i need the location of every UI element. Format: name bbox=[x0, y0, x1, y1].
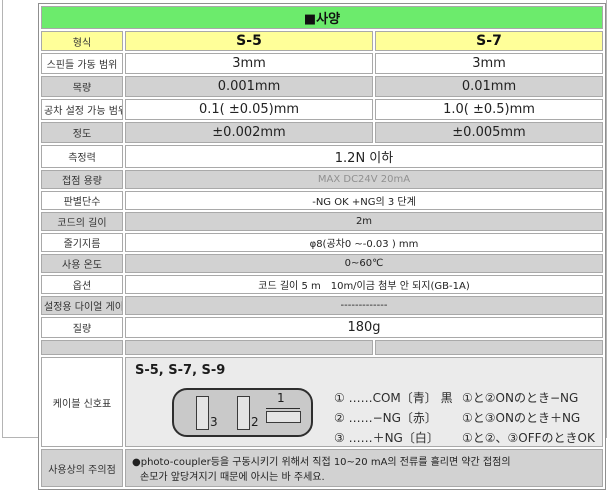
row-value-s5: ±0.002mm bbox=[125, 122, 373, 143]
row-label: 접점 용량 bbox=[41, 170, 123, 189]
pin-note: ③ ……＋NG〔白〕 bbox=[334, 431, 439, 445]
usage-caution-row: 사용상의 주의점 ●photo-coupler등을 구동시키기 위해서 직접 1… bbox=[41, 449, 603, 487]
model-s5: S-5 bbox=[125, 31, 373, 51]
spec-row-tolerance-range: 공차 설정 가능 범위 0.1( ±0.05)mm 1.0( ±0.5)mm bbox=[41, 99, 603, 120]
pin-note: ① ……COM〔青〕 黒 bbox=[334, 391, 453, 405]
caution-text-cell: ●photo-coupler등을 구동시키기 위해서 직접 10~20 mA의 … bbox=[125, 449, 603, 487]
row-label: 줄기지름 bbox=[41, 233, 123, 252]
row-value-s7: ±0.005mm bbox=[375, 122, 603, 143]
row-value: 1.2N 이하 bbox=[125, 145, 603, 168]
spec-row-graduation: 목량 0.001mm 0.01mm bbox=[41, 76, 603, 97]
spec-row-measuring-force: 측정력 1.2N 이하 bbox=[41, 145, 603, 168]
row-label: 공차 설정 가능 범위 bbox=[41, 99, 123, 120]
pin-assignment-notes: ① ……COM〔青〕 黒 ② ……−NG〔赤〕 ③ ……＋NG〔白〕 bbox=[334, 388, 453, 446]
pin-slot-2 bbox=[237, 396, 250, 430]
spec-row-options: 옵션 코드 길이 5 m 10m/이금 첨부 안 되지(GB-1A) bbox=[41, 275, 603, 294]
row-value: 코드 길이 5 m 10m/이금 첨부 안 되지(GB-1A) bbox=[125, 275, 603, 294]
pin-label-2: 2 bbox=[251, 415, 259, 429]
row-label: 질량 bbox=[41, 317, 123, 338]
caution-line-2: 손모가 앞당겨지기 때문에 아시는 바 주세요. bbox=[140, 472, 325, 483]
spacer-row bbox=[41, 340, 603, 355]
spec-row-mass: 질량 180g bbox=[41, 317, 603, 338]
spec-row-cord-length: 코드의 길이 2m bbox=[41, 212, 603, 231]
row-label: 사용 온도 bbox=[41, 254, 123, 273]
row-label: 옵션 bbox=[41, 275, 123, 294]
spec-row-stem-diameter: 줄기지름 φ8(공차0 ~-0.03 ) mm bbox=[41, 233, 603, 252]
pin-label-3: 3 bbox=[210, 415, 218, 429]
row-value-s5: 3mm bbox=[125, 53, 373, 74]
row-value-s5: 0.001mm bbox=[125, 76, 373, 97]
row-value: 2m bbox=[125, 212, 603, 231]
model-row-label: 형식 bbox=[41, 31, 123, 51]
row-label: 사용상의 주의점 bbox=[41, 449, 123, 487]
spacer-cell bbox=[375, 340, 603, 355]
row-value: MAX DC24V 20mA bbox=[125, 170, 603, 189]
spec-row-setting-dial-gauge: 설정용 다이얼 게이지 ------------- bbox=[41, 296, 603, 315]
row-label: 목량 bbox=[41, 76, 123, 97]
spec-row-contact-capacity: 접점 용량 MAX DC24V 20mA bbox=[41, 170, 603, 189]
cable-models-title: S-5, S-7, S-9 bbox=[135, 363, 226, 378]
row-value: ------------- bbox=[125, 296, 603, 315]
row-value-s7: 0.01mm bbox=[375, 76, 603, 97]
row-value-s5: 0.1( ±0.05)mm bbox=[125, 99, 373, 120]
caution-line-1: ●photo-coupler등을 구동시키기 위해서 직접 10~20 mA의 … bbox=[132, 457, 511, 468]
cable-signal-cell: S-5, S-7, S-9 3 2 1 ① ……COM〔青〕 黒 ② ……−NG… bbox=[125, 357, 603, 447]
spec-row-accuracy: 정도 ±0.002mm ±0.005mm bbox=[41, 122, 603, 143]
pin-note: ② ……−NG〔赤〕 bbox=[334, 411, 437, 425]
spec-title: ■사양 bbox=[41, 6, 603, 29]
state-note: ①と②、③OFFのときOK bbox=[462, 431, 595, 445]
row-value: 180g bbox=[125, 317, 603, 338]
pin-slot-1 bbox=[266, 411, 301, 423]
spacer-cell bbox=[41, 340, 123, 355]
model-row: 형식 S-5 S-7 bbox=[41, 31, 603, 51]
signal-state-notes: ①と②ONのとき−NG ①と③ONのとき＋NG ①と②、③OFFのときOK bbox=[462, 388, 595, 446]
row-label: 코드의 길이 bbox=[41, 212, 123, 231]
row-value-s7: 3mm bbox=[375, 53, 603, 74]
row-value-s7: 1.0( ±0.5)mm bbox=[375, 99, 603, 120]
state-note: ①と③ONのとき＋NG bbox=[462, 411, 581, 425]
row-value: 0~60℃ bbox=[125, 254, 603, 273]
cable-signal-diagram: S-5, S-7, S-9 3 2 1 ① ……COM〔青〕 黒 ② ……−NG… bbox=[126, 358, 602, 446]
pin-slot-3 bbox=[196, 396, 209, 430]
row-label: 설정용 다이얼 게이지 bbox=[41, 296, 123, 315]
row-value: φ8(공차0 ~-0.03 ) mm bbox=[125, 233, 603, 252]
spec-table: ■사양 형식 S-5 S-7 스핀들 가동 범위 3mm 3mm 목량 0.00… bbox=[38, 3, 606, 490]
spec-row-spindle-range: 스핀들 가동 범위 3mm 3mm bbox=[41, 53, 603, 74]
row-label: 케이블 신호표 bbox=[41, 357, 123, 447]
row-label: 측정력 bbox=[41, 145, 123, 168]
row-label: 판별단수 bbox=[41, 191, 123, 210]
state-note: ①と②ONのとき−NG bbox=[462, 391, 579, 405]
spec-title-row: ■사양 bbox=[41, 6, 603, 29]
pin-1-leader-line bbox=[266, 408, 300, 409]
model-s7: S-7 bbox=[375, 31, 603, 51]
cable-signal-row: 케이블 신호표 S-5, S-7, S-9 3 2 1 ① ……COM〔青〕 黒… bbox=[41, 357, 603, 447]
spec-row-operating-temperature: 사용 온도 0~60℃ bbox=[41, 254, 603, 273]
row-value: -NG OK +NG의 3 단계 bbox=[125, 191, 603, 210]
spacer-cell bbox=[125, 340, 373, 355]
connector-outline-drawing: 3 2 1 bbox=[172, 388, 313, 437]
row-label: 정도 bbox=[41, 122, 123, 143]
pin-label-1: 1 bbox=[277, 391, 285, 405]
row-label: 스핀들 가동 범위 bbox=[41, 53, 123, 74]
spec-row-judgement-steps: 판별단수 -NG OK +NG의 3 단계 bbox=[41, 191, 603, 210]
